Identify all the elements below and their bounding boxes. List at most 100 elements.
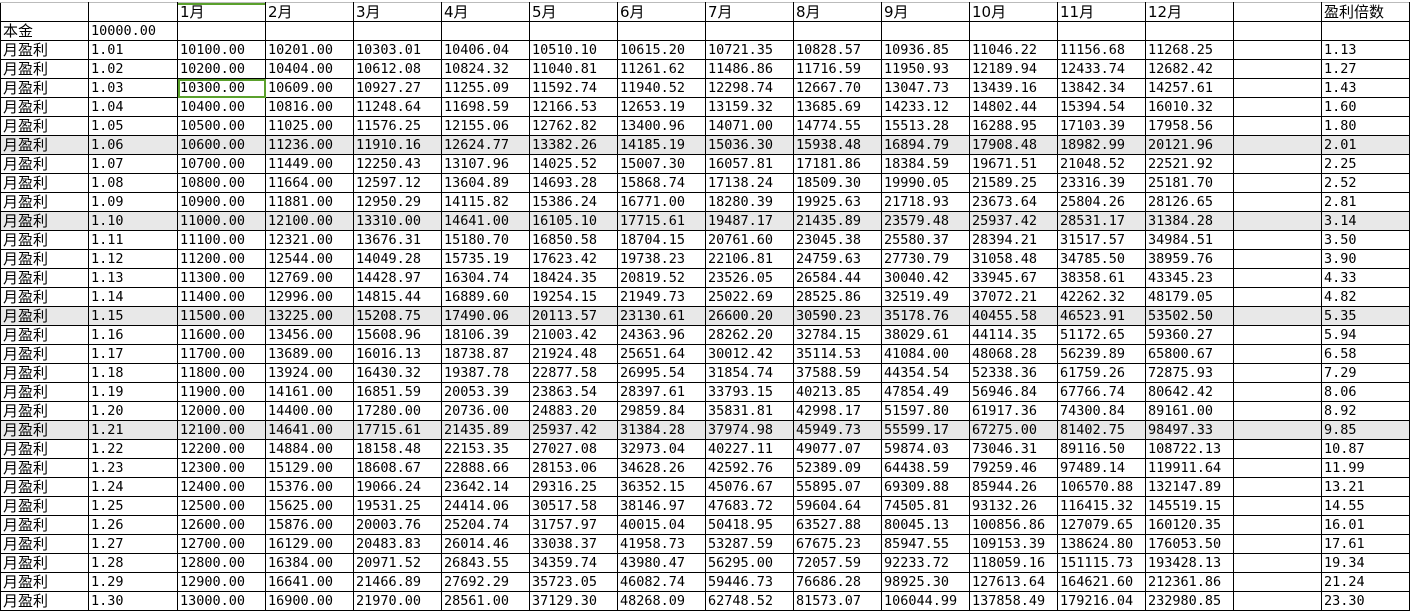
value-cell[interactable]: 28397.61 — [617, 382, 706, 402]
rate-cell[interactable]: 1.30 — [88, 591, 178, 611]
value-cell[interactable]: 21718.93 — [881, 192, 970, 212]
cell[interactable] — [1145, 21, 1234, 41]
value-cell[interactable]: 118059.16 — [969, 553, 1058, 573]
value-cell[interactable]: 10615.20 — [617, 40, 706, 60]
value-cell[interactable]: 127613.64 — [969, 572, 1058, 592]
row-label-cell[interactable]: 月盈利 — [0, 211, 89, 231]
value-cell[interactable]: 22153.35 — [441, 439, 530, 459]
value-cell[interactable]: 29859.84 — [617, 401, 706, 421]
value-cell[interactable]: 13107.96 — [441, 154, 530, 174]
cell[interactable] — [1233, 287, 1322, 307]
value-cell[interactable]: 11881.00 — [265, 192, 354, 212]
cell[interactable] — [1233, 534, 1322, 554]
value-cell[interactable]: 59874.03 — [881, 439, 970, 459]
value-cell[interactable]: 16889.60 — [441, 287, 530, 307]
row-label-cell[interactable]: 月盈利 — [0, 173, 89, 193]
value-cell[interactable]: 72875.93 — [1145, 363, 1234, 383]
row-label-cell[interactable]: 月盈利 — [0, 515, 89, 535]
value-cell[interactable]: 19671.51 — [969, 154, 1058, 174]
cell[interactable] — [265, 21, 354, 41]
value-cell[interactable]: 21589.25 — [969, 173, 1058, 193]
value-cell[interactable]: 21924.48 — [529, 344, 618, 364]
value-cell[interactable]: 22521.92 — [1145, 154, 1234, 174]
value-cell[interactable]: 44354.54 — [881, 363, 970, 383]
multiplier-cell[interactable]: 2.01 — [1321, 135, 1410, 155]
value-cell[interactable]: 28561.00 — [441, 591, 530, 611]
value-cell[interactable]: 12155.06 — [441, 116, 530, 136]
value-cell[interactable]: 10816.00 — [265, 97, 354, 117]
header-month-cell[interactable]: 3月 — [353, 2, 442, 22]
value-cell[interactable]: 27692.29 — [441, 572, 530, 592]
row-label-cell[interactable]: 月盈利 — [0, 192, 89, 212]
value-cell[interactable]: 11592.74 — [529, 78, 618, 98]
value-cell[interactable]: 14802.44 — [969, 97, 1058, 117]
value-cell[interactable]: 19066.24 — [353, 477, 442, 497]
cell[interactable] — [617, 21, 706, 41]
value-cell[interactable]: 18280.39 — [705, 192, 794, 212]
value-cell[interactable]: 43345.23 — [1145, 268, 1234, 288]
multiplier-cell[interactable]: 21.24 — [1321, 572, 1410, 592]
value-cell[interactable]: 17181.86 — [793, 154, 882, 174]
cell[interactable] — [529, 21, 618, 41]
row-label-cell[interactable]: 月盈利 — [0, 154, 89, 174]
rate-cell[interactable]: 1.01 — [88, 40, 178, 60]
cell[interactable] — [1233, 458, 1322, 478]
value-cell[interactable]: 85944.26 — [969, 477, 1058, 497]
value-cell[interactable]: 12298.74 — [705, 78, 794, 98]
value-cell[interactable]: 13685.69 — [793, 97, 882, 117]
value-cell[interactable]: 21949.73 — [617, 287, 706, 307]
value-cell[interactable]: 13382.26 — [529, 135, 618, 155]
value-cell[interactable]: 12300.00 — [177, 458, 266, 478]
cell[interactable] — [1233, 477, 1322, 497]
value-cell[interactable]: 11100.00 — [177, 230, 266, 250]
value-cell[interactable]: 44114.35 — [969, 325, 1058, 345]
value-cell[interactable]: 41084.00 — [881, 344, 970, 364]
row-label-cell[interactable]: 月盈利 — [0, 553, 89, 573]
value-cell[interactable]: 10609.00 — [265, 78, 354, 98]
value-cell[interactable]: 12653.19 — [617, 97, 706, 117]
value-cell[interactable]: 20121.96 — [1145, 135, 1234, 155]
value-cell[interactable]: 11698.59 — [441, 97, 530, 117]
row-label-cell[interactable]: 月盈利 — [0, 344, 89, 364]
value-cell[interactable]: 160120.35 — [1145, 515, 1234, 535]
multiplier-cell[interactable]: 2.81 — [1321, 192, 1410, 212]
value-cell[interactable]: 34984.51 — [1145, 230, 1234, 250]
value-cell[interactable]: 64438.59 — [881, 458, 970, 478]
cell[interactable] — [1321, 21, 1410, 41]
value-cell[interactable]: 26843.55 — [441, 553, 530, 573]
value-cell[interactable]: 10900.00 — [177, 192, 266, 212]
header-month-cell[interactable]: 10月 — [969, 2, 1058, 22]
row-label-cell[interactable]: 月盈利 — [0, 268, 89, 288]
value-cell[interactable]: 14641.00 — [441, 211, 530, 231]
value-cell[interactable]: 12166.53 — [529, 97, 618, 117]
value-cell[interactable]: 14428.97 — [353, 268, 442, 288]
multiplier-cell[interactable]: 23.30 — [1321, 591, 1410, 611]
cell[interactable] — [1233, 116, 1322, 136]
value-cell[interactable]: 20971.52 — [353, 553, 442, 573]
value-cell[interactable]: 35723.05 — [529, 572, 618, 592]
rate-cell[interactable]: 1.23 — [88, 458, 178, 478]
row-label-cell[interactable]: 月盈利 — [0, 382, 89, 402]
value-cell[interactable]: 12600.00 — [177, 515, 266, 535]
multiplier-cell[interactable]: 4.82 — [1321, 287, 1410, 307]
value-cell[interactable]: 32784.15 — [793, 325, 882, 345]
value-cell[interactable]: 11400.00 — [177, 287, 266, 307]
rate-cell[interactable]: 1.07 — [88, 154, 178, 174]
value-cell[interactable]: 32973.04 — [617, 439, 706, 459]
multiplier-cell[interactable]: 1.80 — [1321, 116, 1410, 136]
value-cell[interactable]: 61759.26 — [1057, 363, 1146, 383]
header-month-cell[interactable]: 9月 — [881, 2, 970, 22]
value-cell[interactable]: 10600.00 — [177, 135, 266, 155]
value-cell[interactable]: 72057.59 — [793, 553, 882, 573]
cell[interactable] — [1233, 401, 1322, 421]
value-cell[interactable]: 12100.00 — [265, 211, 354, 231]
selected-cell[interactable]: 10300.00 — [177, 78, 266, 98]
value-cell[interactable]: 12682.42 — [1145, 59, 1234, 79]
value-cell[interactable]: 14257.61 — [1145, 78, 1234, 98]
value-cell[interactable]: 32519.49 — [881, 287, 970, 307]
value-cell[interactable]: 30517.58 — [529, 496, 618, 516]
value-cell[interactable]: 17715.61 — [617, 211, 706, 231]
value-cell[interactable]: 20003.76 — [353, 515, 442, 535]
value-cell[interactable]: 11600.00 — [177, 325, 266, 345]
multiplier-cell[interactable]: 5.94 — [1321, 325, 1410, 345]
